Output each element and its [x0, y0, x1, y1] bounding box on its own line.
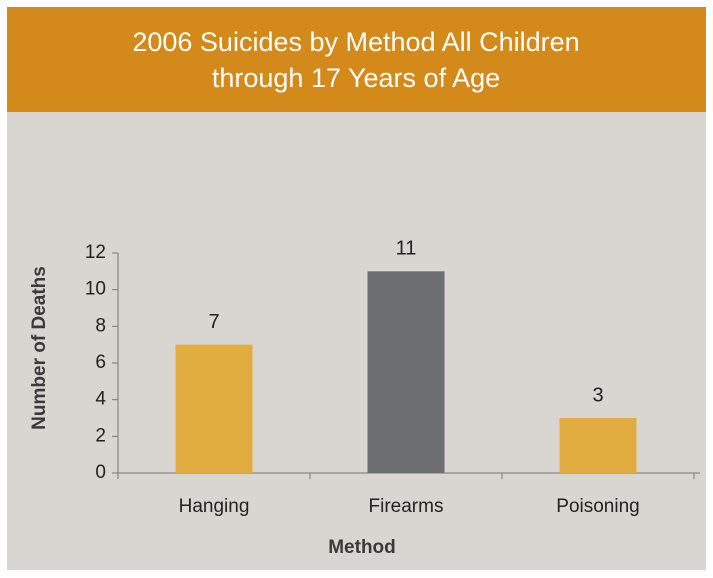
y-tick-label: 6: [95, 352, 106, 373]
y-tick-label: 4: [95, 389, 106, 410]
x-tick-label: Firearms: [369, 496, 444, 517]
chart-title: 2006 Suicides by Method All Children: [132, 27, 579, 57]
y-axis-label: Number of Deaths: [29, 266, 50, 430]
y-tick-label: 2: [95, 425, 106, 446]
data-label: 7: [208, 311, 219, 333]
x-tick-label: Poisoning: [556, 496, 639, 517]
bar: [559, 418, 637, 473]
title-band: [7, 7, 706, 112]
y-tick-label: 12: [85, 242, 106, 263]
bar: [175, 344, 253, 473]
background: [7, 112, 706, 570]
x-axis-label: Method: [328, 537, 396, 558]
y-tick-label: 0: [95, 462, 106, 483]
y-tick-label: 10: [85, 279, 106, 300]
bar: [367, 271, 445, 473]
data-label: 11: [396, 238, 417, 260]
data-label: 3: [592, 384, 603, 406]
chart-title: through 17 Years of Age: [212, 63, 500, 93]
y-tick-label: 8: [95, 315, 106, 336]
x-tick-label: Hanging: [179, 496, 250, 517]
